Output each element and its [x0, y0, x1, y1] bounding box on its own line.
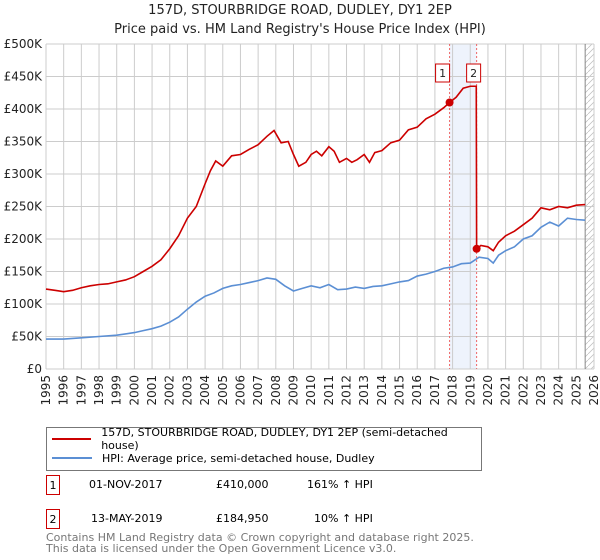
transaction-row: 2 13-MAY-2019 £184,950 10% ↑ HPI — [46, 509, 466, 529]
footer-line: Contains HM Land Registry data © Crown c… — [46, 531, 474, 544]
x-tick-label: 1995 — [39, 375, 53, 406]
x-tick-label: 2015 — [393, 375, 407, 406]
x-tick-label: 2017 — [428, 375, 442, 406]
marker-badge: 2 — [46, 509, 60, 529]
chart-title: 157D, STOURBRIDGE ROAD, DUDLEY, DY1 2EP — [148, 3, 452, 18]
x-tick-label: 2025 — [569, 375, 583, 406]
marker-badge-label: 2 — [470, 67, 477, 80]
x-tick-label: 2024 — [552, 375, 566, 406]
footer: Contains HM Land Registry data © Crown c… — [46, 532, 474, 554]
y-tick-label: £100K — [4, 297, 44, 311]
x-tick-label: 2008 — [269, 375, 283, 406]
legend-swatch-blue — [52, 457, 92, 459]
x-tick-label: 2007 — [251, 375, 265, 406]
legend-item-property: 157D, STOURBRIDGE ROAD, DUDLEY, DY1 2EP … — [47, 426, 481, 452]
x-tick-label: 2020 — [481, 375, 495, 406]
transaction-row: 1 01-NOV-2017 £410,000 161% ↑ HPI — [46, 475, 466, 495]
y-tick-label: £300K — [4, 167, 44, 181]
legend-label: 157D, STOURBRIDGE ROAD, DUDLEY, DY1 2EP … — [101, 426, 448, 452]
footer-line: This data is licensed under the Open Gov… — [46, 542, 397, 555]
plot-area: £0 £50K £100K £150K £200K £250K £300K £350K £400… — [4, 37, 600, 406]
x-tick-label: 2019 — [463, 375, 477, 406]
x-tick-label: 2006 — [233, 375, 247, 406]
y-tick-label: £50K — [11, 330, 43, 344]
y-tick-label: £500K — [4, 37, 44, 51]
legend-label: HPI: Average price, semi-detached house,… — [102, 451, 375, 465]
x-tick-label: 2013 — [357, 375, 371, 406]
property-price-line — [45, 85, 586, 293]
x-tick-label: 2014 — [375, 375, 389, 406]
y-tick-label: £150K — [4, 265, 44, 279]
hpi-line — [46, 217, 586, 340]
x-tick-label: 2016 — [410, 375, 424, 406]
x-tick-label: 2018 — [446, 375, 460, 406]
x-tick-label: 1998 — [92, 375, 106, 406]
x-tick-label: 2003 — [180, 375, 194, 406]
x-tick-label: 2004 — [198, 375, 212, 406]
chart-subtitle: Price paid vs. HM Land Registry's House … — [114, 22, 486, 37]
marker-badge: 1 — [46, 475, 60, 495]
legend-swatch-red — [52, 438, 92, 440]
marker-badge-label: 1 — [439, 67, 446, 80]
x-tick-label: 1996 — [57, 375, 71, 406]
x-tick-label: 1997 — [74, 375, 88, 406]
sale-point — [445, 98, 454, 107]
transaction-hpi: 161% ↑ HPI — [307, 478, 373, 491]
x-tick-label: 2010 — [304, 375, 318, 406]
marker-badge — [435, 63, 451, 83]
x-tick-label: 1999 — [110, 375, 124, 406]
y-tick-label: £350K — [4, 135, 44, 149]
y-tick-label: £0 — [27, 362, 42, 376]
legend-item-hpi: HPI: Average price, semi-detached house,… — [47, 449, 375, 467]
x-tick-label: 2012 — [340, 375, 354, 406]
y-tick-label: £250K — [4, 200, 44, 214]
x-tick-label: 2002 — [163, 375, 177, 406]
x-tick-label: 2026 — [587, 375, 600, 406]
x-tick-label: 2009 — [286, 375, 300, 406]
transaction-date: 13-MAY-2019 — [91, 512, 163, 525]
x-tick-label: 2000 — [127, 375, 141, 406]
transaction-date: 01-NOV-2017 — [89, 478, 163, 491]
transaction-price: £184,950 — [216, 512, 269, 525]
x-tick-label: 2011 — [322, 375, 336, 406]
x-tick-label: 2005 — [216, 375, 230, 406]
x-tick-label: 2021 — [499, 375, 513, 406]
x-tick-label: 2001 — [145, 375, 159, 406]
x-tick-label: 2023 — [534, 375, 548, 406]
transaction-price: £410,000 — [216, 478, 269, 491]
y-tick-label: £450K — [4, 70, 44, 84]
transaction-hpi: 10% ↑ HPI — [314, 512, 373, 525]
sale-point — [472, 244, 481, 253]
y-tick-label: £400K — [4, 102, 44, 116]
legend: 157D, STOURBRIDGE ROAD, DUDLEY, DY1 2EP … — [46, 426, 482, 471]
y-tick-label: £200K — [4, 232, 44, 246]
x-tick-label: 2022 — [516, 375, 530, 406]
marker-badge — [466, 63, 482, 83]
